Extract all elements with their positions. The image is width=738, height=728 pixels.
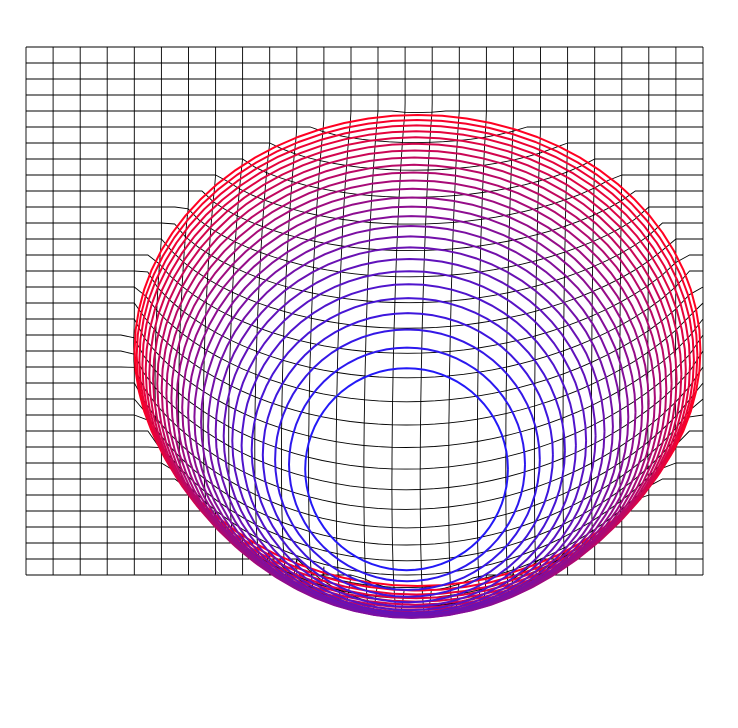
mesh-column-line [154, 47, 162, 575]
mesh-row-line [26, 174, 703, 225]
mesh-column-line [647, 47, 650, 575]
mesh-row-line [26, 398, 704, 546]
mesh-row-line [26, 302, 704, 426]
contour-lines [133, 114, 702, 619]
mesh-row-line [26, 206, 703, 278]
mesh-row-line [26, 430, 703, 576]
mesh-column-line [448, 47, 460, 615]
mesh-column-line [133, 47, 135, 575]
contour-line [135, 119, 699, 592]
mesh-row-line [26, 286, 704, 403]
contour-line [261, 312, 554, 598]
mesh-row-line [26, 574, 703, 592]
contour-line [222, 258, 597, 614]
contour-line [141, 130, 691, 600]
contour-line [200, 225, 622, 619]
contour-line [250, 297, 566, 604]
contour-line [288, 346, 526, 583]
mesh-row-line [26, 142, 703, 171]
mesh-row-line [26, 110, 703, 114]
contour-line [214, 246, 606, 616]
mesh-row-line [26, 126, 703, 144]
mesh-row-line [26, 414, 704, 562]
contour-line [231, 270, 588, 612]
contour-line [187, 205, 637, 619]
mesh-column-line [363, 47, 379, 615]
contour-line [240, 283, 577, 608]
mesh-row-line [26, 222, 703, 304]
mesh-column-line [202, 47, 217, 575]
contour-line [193, 215, 630, 619]
contour-line [304, 367, 509, 572]
contour-line [274, 328, 541, 591]
mesh-row-line [26, 318, 704, 448]
contour-line [207, 235, 614, 618]
mesh-row-line [26, 270, 703, 379]
